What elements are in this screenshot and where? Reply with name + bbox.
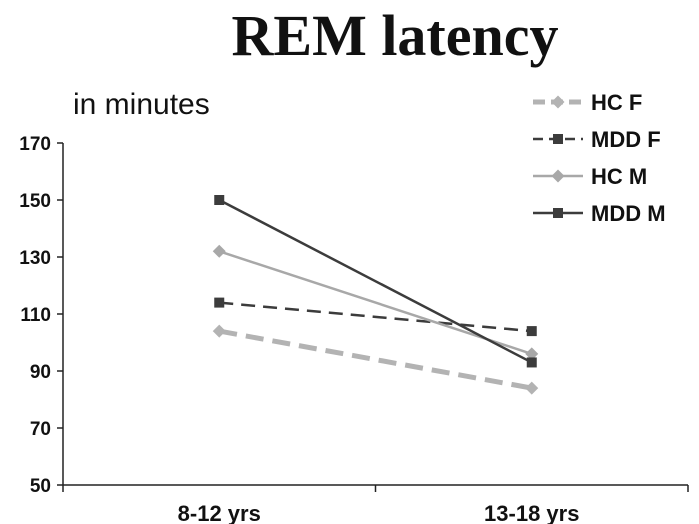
legend-swatch-marker xyxy=(553,208,563,218)
x-tick-label: 13-18 yrs xyxy=(484,501,579,524)
legend-swatch-marker xyxy=(551,95,565,109)
axes: 50 70 90 110 130 150 170 8-12 yrs 13-18 yrs xyxy=(19,134,689,524)
legend-swatch-marker xyxy=(553,134,563,144)
y-tick-label: 70 xyxy=(30,419,51,440)
legend-item: MDD M xyxy=(533,201,666,226)
series-hc-m xyxy=(212,244,539,361)
series-line xyxy=(218,250,533,356)
legend-item: MDD F xyxy=(533,127,661,152)
legend-item: HC M xyxy=(533,164,647,189)
series-hc-f xyxy=(212,324,539,395)
data-point xyxy=(526,357,537,368)
y-tick-label: 110 xyxy=(20,305,51,326)
legend-swatch-marker xyxy=(551,169,565,183)
y-tick-label: 150 xyxy=(19,191,51,212)
series-mdd-m xyxy=(214,195,537,368)
data-point xyxy=(525,347,539,361)
y-axis-label: in minutes xyxy=(73,88,210,121)
series-line xyxy=(218,198,533,364)
data-point xyxy=(525,381,539,395)
legend-label: HC M xyxy=(591,164,647,189)
series-layer xyxy=(212,195,539,395)
legend: HC F MDD F HC M MDD M xyxy=(533,90,666,226)
y-tick-label: 50 xyxy=(30,476,51,497)
legend-label: HC F xyxy=(591,90,642,115)
data-point xyxy=(214,195,225,205)
data-point xyxy=(526,326,537,337)
series-line xyxy=(219,301,532,333)
x-tick-label: 8-12 yrs xyxy=(178,501,261,524)
legend-label: MDD M xyxy=(591,201,666,226)
data-point xyxy=(212,324,226,338)
data-point xyxy=(214,297,225,308)
y-tick-label: 170 xyxy=(19,134,51,155)
legend-item: HC F xyxy=(533,90,642,115)
chart-title: REM latency xyxy=(232,3,559,68)
y-tick-label: 130 xyxy=(19,248,51,269)
legend-label: MDD F xyxy=(591,127,661,152)
data-point xyxy=(212,244,226,258)
series-mdd-f xyxy=(214,297,537,337)
y-tick-label: 90 xyxy=(30,362,51,383)
